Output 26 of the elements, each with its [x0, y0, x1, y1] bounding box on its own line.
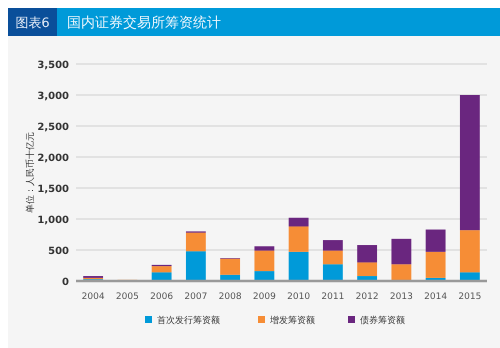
- y-tick-label: 2,500: [37, 122, 70, 133]
- x-tick-label: 2014: [424, 292, 448, 302]
- x-tick-label: 2012: [356, 292, 379, 302]
- x-tick-label: 2010: [287, 292, 310, 302]
- legend-label: 增发筹资额: [269, 315, 315, 326]
- x-tick-label: 2008: [218, 292, 242, 302]
- y-tick-label: 2,000: [37, 153, 70, 164]
- y-tick-label: 1,500: [37, 184, 70, 195]
- x-tick-label: 2011: [321, 292, 344, 302]
- y-tick-label: 3,500: [37, 60, 70, 71]
- legend-label: 首次发行筹资额: [157, 315, 220, 326]
- x-tick-label: 2005: [116, 292, 139, 302]
- chart-title: 国内证券交易所筹资统计: [67, 15, 221, 31]
- y-tick-label: 1,000: [37, 215, 70, 226]
- x-tick-label: 2009: [252, 292, 276, 302]
- y-tick-label: 0: [62, 277, 70, 288]
- y-tick-label: 3,000: [37, 91, 70, 102]
- x-tick-label: 2015: [458, 292, 482, 302]
- text: 图表6: [15, 16, 50, 31]
- y-axis-title: 单位：人民币十亿元: [25, 132, 36, 213]
- legend-label: 债券筹资额: [360, 315, 405, 326]
- x-tick-label: 2013: [390, 292, 413, 302]
- x-tick-label: 2006: [150, 292, 174, 302]
- x-tick-label: 2007: [184, 292, 208, 302]
- x-tick-label: 2004: [82, 292, 105, 302]
- y-tick-label: 500: [48, 246, 70, 257]
